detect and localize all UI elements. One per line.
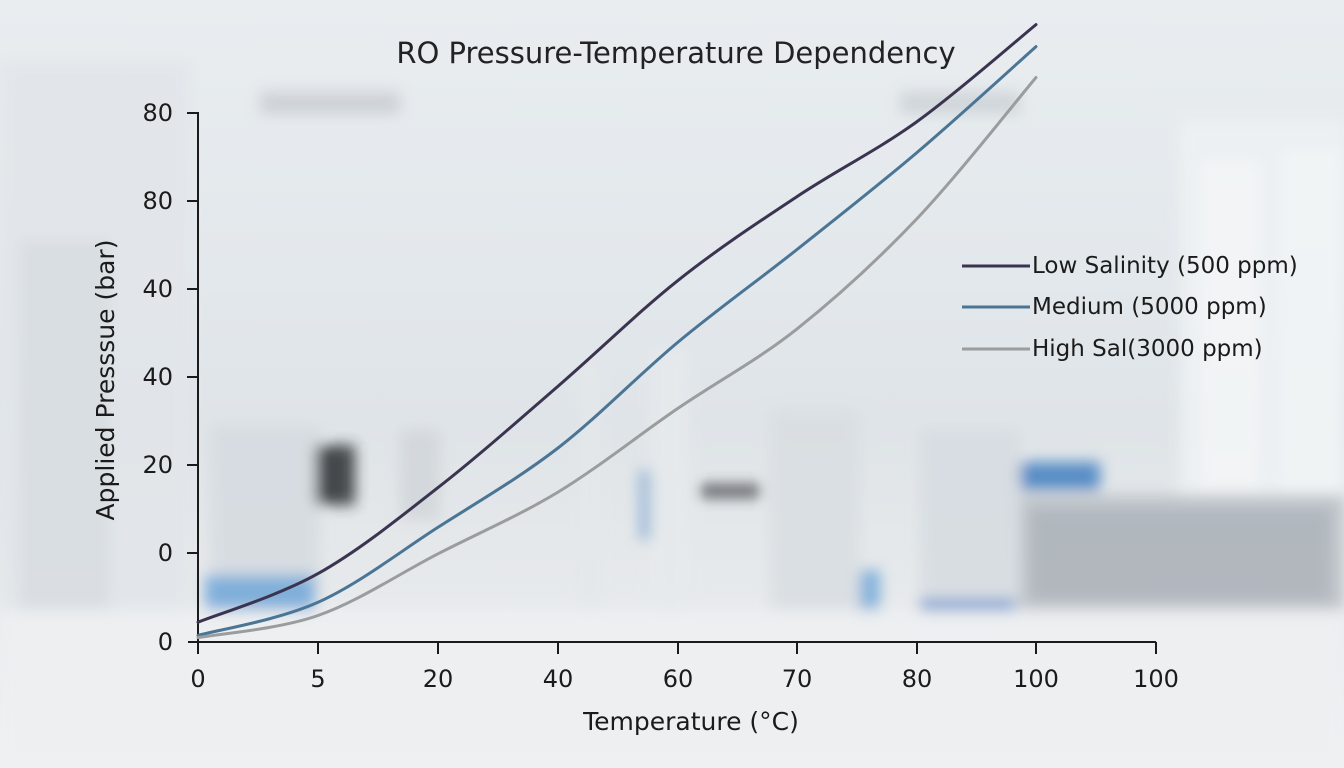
series-line-1	[196, 45, 1038, 637]
x-tick-label: 100	[1133, 665, 1179, 693]
x-tick-label: 0	[190, 665, 205, 693]
y-tick-label: 0	[158, 539, 173, 567]
y-tick-label: 80	[142, 187, 173, 215]
legend-label-high-salinity: High Sal(3000 ppm)	[1032, 336, 1263, 362]
legend-label-medium: Medium (5000 ppm)	[1032, 294, 1267, 320]
x-ticks	[197, 642, 1157, 654]
chart-title: RO Pressure-Temperature Dependency	[396, 36, 955, 70]
x-tick-label: 80	[902, 665, 933, 693]
x-tick-label: 5	[310, 665, 325, 693]
y-tick-label: 0	[158, 628, 173, 656]
y-tick-label: 20	[142, 451, 173, 479]
x-tick-label: 40	[543, 665, 574, 693]
x-tick-label: 60	[663, 665, 694, 693]
y-axis-title: Applied Presssue (bar)	[91, 240, 120, 521]
x-tick-label: 100	[1013, 665, 1059, 693]
legend: Low Salinity (500 ppm) Medium (5000 ppm)…	[962, 253, 1298, 362]
series-lines	[196, 23, 1038, 640]
series-line-0	[196, 23, 1038, 624]
y-ticks	[187, 112, 198, 554]
y-tick-labels: 0 0 20 40 40 80 80	[142, 99, 173, 656]
legend-label-low-salinity: Low Salinity (500 ppm)	[1032, 253, 1298, 279]
x-tick-labels: 0 5 20 40 60 70 80 100 100	[190, 665, 1179, 693]
x-tick-label: 20	[423, 665, 454, 693]
y-tick-label: 40	[142, 275, 173, 303]
x-axis-title: Temperature (°C)	[582, 707, 799, 736]
series-line-2	[196, 76, 1038, 640]
y-tick-label: 40	[142, 363, 173, 391]
x-tick-label: 70	[782, 665, 813, 693]
y-tick-label: 80	[142, 99, 173, 127]
